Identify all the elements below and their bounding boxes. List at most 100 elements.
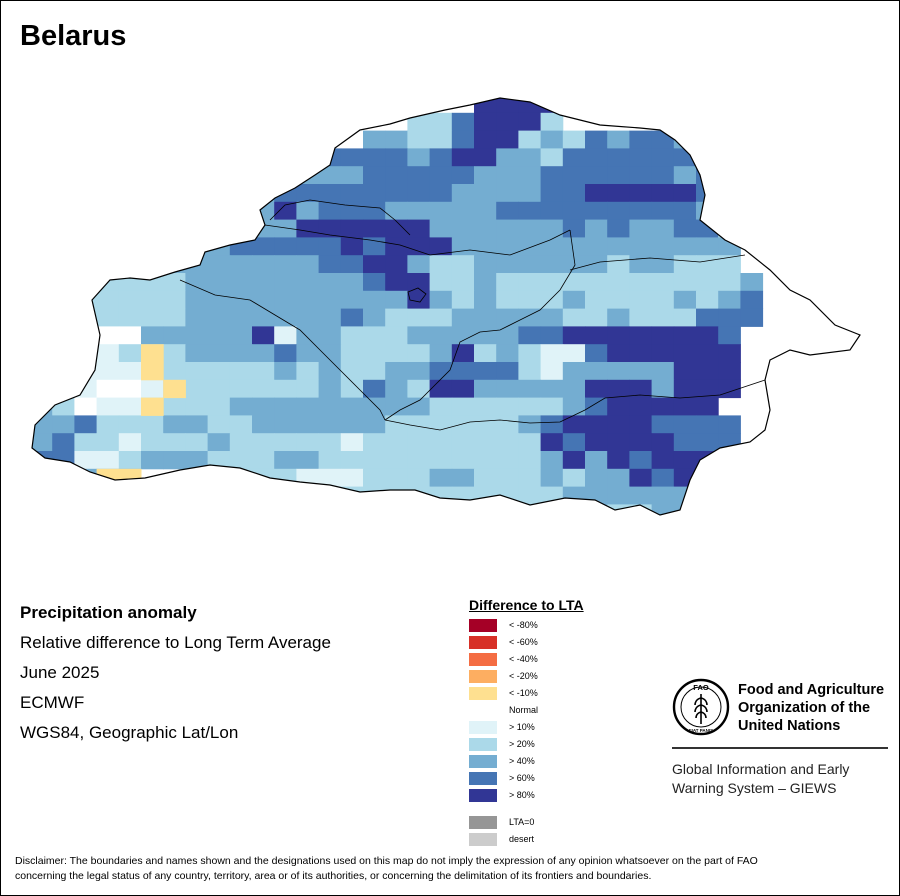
grid-cell (651, 237, 675, 256)
grid-cell (518, 308, 542, 327)
grid-cell (274, 362, 297, 381)
grid-cell (607, 184, 630, 203)
grid-cell (318, 308, 342, 327)
grid-cell (451, 290, 475, 310)
grid-cell (252, 184, 275, 203)
grid-cell (651, 468, 675, 488)
grid-cell (229, 219, 253, 238)
grid-cell (74, 415, 98, 434)
disclaimer: Disclaimer: The boundaries and names sho… (15, 854, 890, 884)
grid-cell (74, 504, 98, 515)
grid-cell (651, 201, 675, 221)
grid-cell (141, 290, 164, 310)
grid-cell (429, 148, 453, 167)
grid-cell (340, 415, 364, 434)
grid-cell (407, 219, 431, 238)
grid-cell (585, 451, 608, 470)
logo-divider (672, 747, 888, 749)
grid-cell (429, 166, 453, 185)
grid-cell (562, 504, 586, 515)
legend-swatch (469, 687, 497, 700)
grid-cell (363, 184, 386, 203)
grid-cell (451, 308, 475, 327)
grid-cell (96, 255, 120, 274)
grid-cell (451, 379, 475, 399)
grid-cell (496, 98, 519, 114)
grid-cell (496, 486, 519, 505)
grid-cell (718, 219, 741, 238)
legend-label: < -60% (509, 637, 538, 647)
grid-cell (518, 344, 542, 363)
grid-cell (185, 451, 209, 470)
legend-label: < -10% (509, 688, 538, 698)
grid-cell (518, 290, 542, 310)
grid-cell (96, 344, 120, 363)
grid-cell (540, 362, 564, 381)
grid-cell (163, 290, 186, 310)
grid-cell (496, 451, 519, 470)
grid-cell (607, 148, 630, 167)
grid-cell (451, 148, 475, 167)
legend-label: > 60% (509, 773, 535, 783)
grid-cell (452, 522, 475, 540)
grid-cell (562, 415, 586, 434)
grid-cell (407, 504, 431, 515)
grid-cell (252, 273, 275, 292)
grid-cell (185, 344, 209, 363)
grid-cell (518, 219, 542, 238)
grid-cell (629, 540, 652, 550)
grid-cell (363, 130, 386, 149)
grid-cell (651, 415, 675, 434)
grid-cell (296, 166, 320, 185)
grid-cell (385, 237, 408, 256)
grid-cell (296, 379, 320, 399)
legend-row: < -60% (469, 634, 584, 651)
grid-cell (118, 379, 142, 399)
grid-cell (296, 148, 320, 167)
grid-cell (474, 397, 497, 416)
grid-cell (141, 379, 164, 399)
legend-row: > 80% (469, 787, 584, 804)
grid-cell (474, 112, 497, 132)
grid-cell (718, 344, 741, 363)
grid-cell (451, 112, 475, 132)
map-projection: WGS84, Geographic Lat/Lon (20, 723, 239, 742)
grid-cell (252, 166, 275, 185)
grid-cell (363, 201, 386, 221)
grid-cell (252, 504, 275, 515)
grid-cell (451, 166, 475, 185)
grid-cell (540, 344, 564, 363)
grid-cell (407, 130, 431, 149)
grid-cell (141, 219, 164, 238)
region-boundary (269, 199, 411, 236)
grid-cell (496, 362, 519, 381)
grid-cell (429, 433, 453, 452)
grid-cell (718, 273, 741, 292)
grid-cell (96, 308, 120, 327)
grid-cell (430, 522, 453, 540)
grid-cell (96, 379, 120, 399)
grid-cell (318, 379, 342, 399)
grid-cell (696, 255, 719, 274)
grid-cell (585, 255, 608, 274)
grid-cell (496, 379, 519, 399)
grid-cell (363, 397, 386, 416)
grid-cell (274, 255, 297, 274)
grid-cell (585, 540, 608, 550)
grid-cell (252, 344, 275, 363)
grid-cell (74, 522, 97, 540)
grid-cell (32, 362, 53, 381)
grid-cell (118, 255, 142, 274)
grid-cell (562, 468, 586, 488)
grid-cell (673, 273, 697, 292)
grid-cell (673, 130, 697, 149)
grid-cell (673, 468, 697, 488)
grid-cell (451, 362, 475, 381)
grid-cell (141, 415, 164, 434)
legend-title: Difference to LTA (469, 597, 584, 613)
grid-cell (274, 344, 297, 363)
grid-cell (496, 415, 519, 434)
grid-cell (629, 308, 653, 327)
grid-cell (163, 326, 186, 345)
grid-cell (163, 415, 186, 434)
